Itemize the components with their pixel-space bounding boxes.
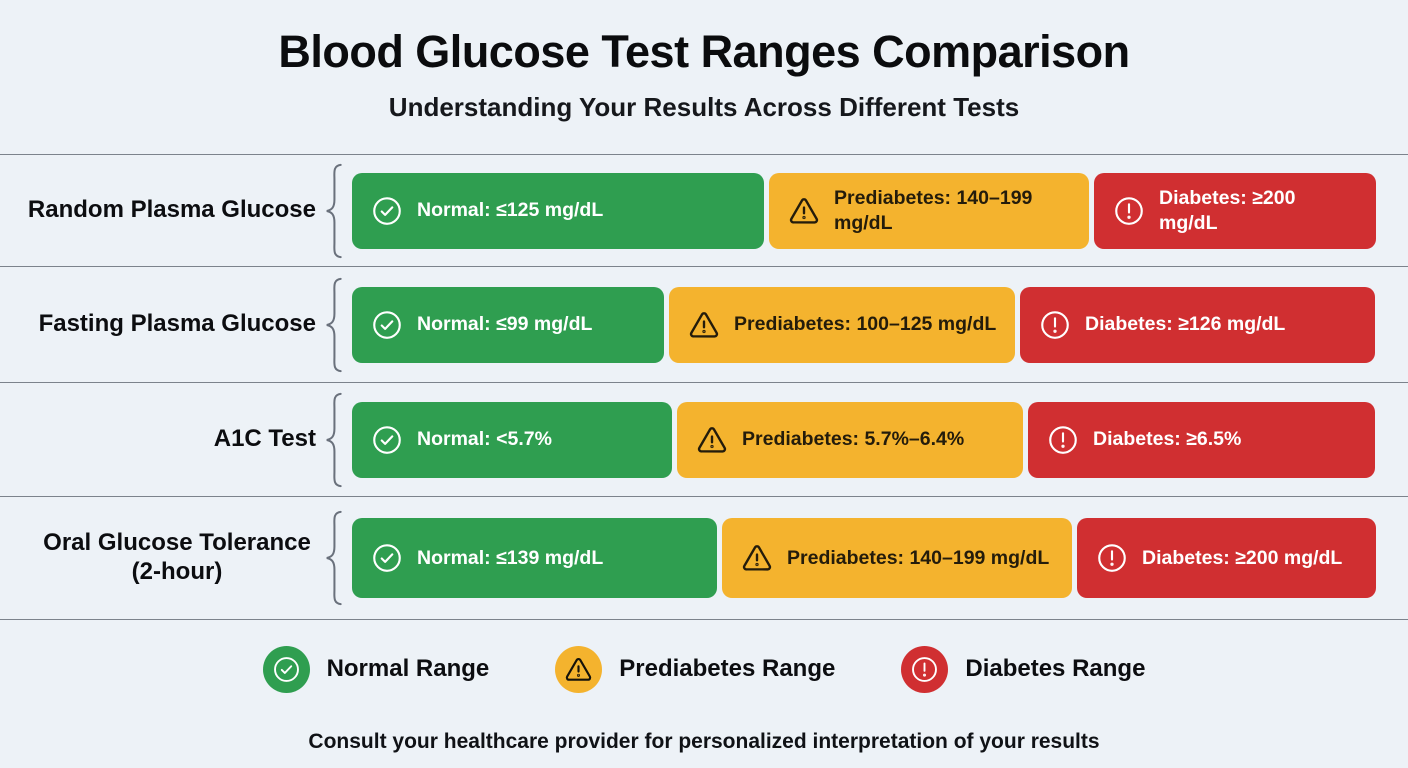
- test-row: A1C Test Normal: <5.7% Prediabetes: 5.7%…: [0, 383, 1408, 497]
- legend-label: Normal Range: [326, 655, 490, 682]
- normal-range-box: Normal: <5.7%: [352, 401, 672, 478]
- prediabetes-range-box: Prediabetes: 140–199 mg/dL: [769, 172, 1089, 249]
- disclaimer-text: Consult your healthcare provider for per…: [308, 730, 1100, 753]
- brace-icon: [316, 163, 350, 259]
- brace-icon: [316, 510, 350, 606]
- range-boxes: Normal: <5.7% Prediabetes: 5.7%–6.4% Dia…: [352, 401, 1375, 478]
- test-name-label: A1C Test: [213, 425, 316, 453]
- diabetes-range-text: Diabetes: ≥200 mg/dL: [1142, 546, 1343, 569]
- alert-circle-icon: [1048, 425, 1078, 455]
- prediabetes-range-text: Prediabetes: 100–125 mg/dL: [734, 313, 997, 336]
- range-boxes: Normal: ≤99 mg/dL Prediabetes: 100–125 m…: [352, 286, 1375, 363]
- warning-triangle-icon: [789, 196, 819, 226]
- brace-icon: [316, 277, 350, 373]
- prediabetes-range-box: Prediabetes: 5.7%–6.4%: [677, 401, 1023, 478]
- alert-circle-icon: [1097, 543, 1127, 573]
- page-title: Blood Glucose Test Ranges Comparison: [278, 26, 1130, 77]
- prediabetes-range-text: Prediabetes: 5.7%–6.4%: [742, 428, 965, 451]
- check-circle-icon: [262, 645, 310, 693]
- warning-triangle-icon: [742, 543, 772, 573]
- diabetes-range-text: Diabetes: ≥200 mg/dL: [1159, 187, 1296, 234]
- footer: Consult your healthcare provider for per…: [0, 718, 1408, 768]
- prediabetes-range-text: Prediabetes: 140–199 mg/dL: [787, 546, 1050, 569]
- rows-container: Random Plasma Glucose Normal: ≤125 mg/dL…: [0, 155, 1408, 620]
- legend-item-prediabetes: Prediabetes Range: [555, 645, 836, 693]
- alert-circle-icon: [1040, 310, 1070, 340]
- legend-item-diabetes: Diabetes Range: [901, 645, 1146, 693]
- diabetes-range-box: Diabetes: ≥6.5%: [1028, 401, 1375, 478]
- range-boxes: Normal: ≤139 mg/dL Prediabetes: 140–199 …: [352, 518, 1376, 598]
- normal-range-box: Normal: ≤139 mg/dL: [352, 518, 717, 598]
- normal-range-box: Normal: ≤99 mg/dL: [352, 286, 664, 363]
- prediabetes-range-text: Prediabetes: 140–199 mg/dL: [834, 187, 1033, 234]
- diabetes-range-box: Diabetes: ≥126 mg/dL: [1020, 286, 1375, 363]
- test-row: Fasting Plasma Glucose Normal: ≤99 mg/dL…: [0, 267, 1408, 383]
- diabetes-range-box: Diabetes: ≥200 mg/dL: [1077, 518, 1376, 598]
- normal-range-text: Normal: ≤99 mg/dL: [417, 313, 593, 336]
- diabetes-range-text: Diabetes: ≥126 mg/dL: [1085, 313, 1286, 336]
- test-name-label: Fasting Plasma Glucose: [38, 310, 316, 338]
- test-name-label: Oral Glucose Tolerance (2-hour): [43, 529, 311, 585]
- legend-label: Diabetes Range: [965, 655, 1146, 682]
- normal-range-text: Normal: ≤125 mg/dL: [417, 199, 604, 222]
- brace-icon: [316, 392, 350, 488]
- test-name-label: Random Plasma Glucose: [27, 196, 316, 224]
- check-circle-icon: [372, 310, 402, 340]
- warning-triangle-icon: [689, 310, 719, 340]
- warning-triangle-icon: [697, 425, 727, 455]
- check-circle-icon: [372, 425, 402, 455]
- normal-range-text: Normal: ≤139 mg/dL: [417, 546, 604, 569]
- header: Blood Glucose Test Ranges Comparison Und…: [0, 0, 1408, 155]
- prediabetes-range-box: Prediabetes: 140–199 mg/dL: [722, 518, 1072, 598]
- test-row: Random Plasma Glucose Normal: ≤125 mg/dL…: [0, 155, 1408, 267]
- range-boxes: Normal: ≤125 mg/dL Prediabetes: 140–199 …: [352, 172, 1376, 249]
- legend-label: Prediabetes Range: [619, 655, 836, 682]
- alert-circle-icon: [901, 645, 949, 693]
- normal-range-text: Normal: <5.7%: [417, 428, 552, 451]
- check-circle-icon: [372, 196, 402, 226]
- diabetes-range-box: Diabetes: ≥200 mg/dL: [1094, 172, 1376, 249]
- warning-triangle-icon: [555, 645, 603, 693]
- check-circle-icon: [372, 543, 402, 573]
- diabetes-range-text: Diabetes: ≥6.5%: [1093, 428, 1242, 451]
- test-row: Oral Glucose Tolerance (2-hour) Normal: …: [0, 497, 1408, 620]
- prediabetes-range-box: Prediabetes: 100–125 mg/dL: [669, 286, 1015, 363]
- legend-item-normal: Normal Range: [262, 645, 490, 693]
- legend: Normal Range Prediabetes Range Diabetes …: [0, 620, 1408, 718]
- alert-circle-icon: [1114, 196, 1144, 226]
- page-subtitle: Understanding Your Results Across Differ…: [388, 92, 1020, 122]
- normal-range-box: Normal: ≤125 mg/dL: [352, 172, 764, 249]
